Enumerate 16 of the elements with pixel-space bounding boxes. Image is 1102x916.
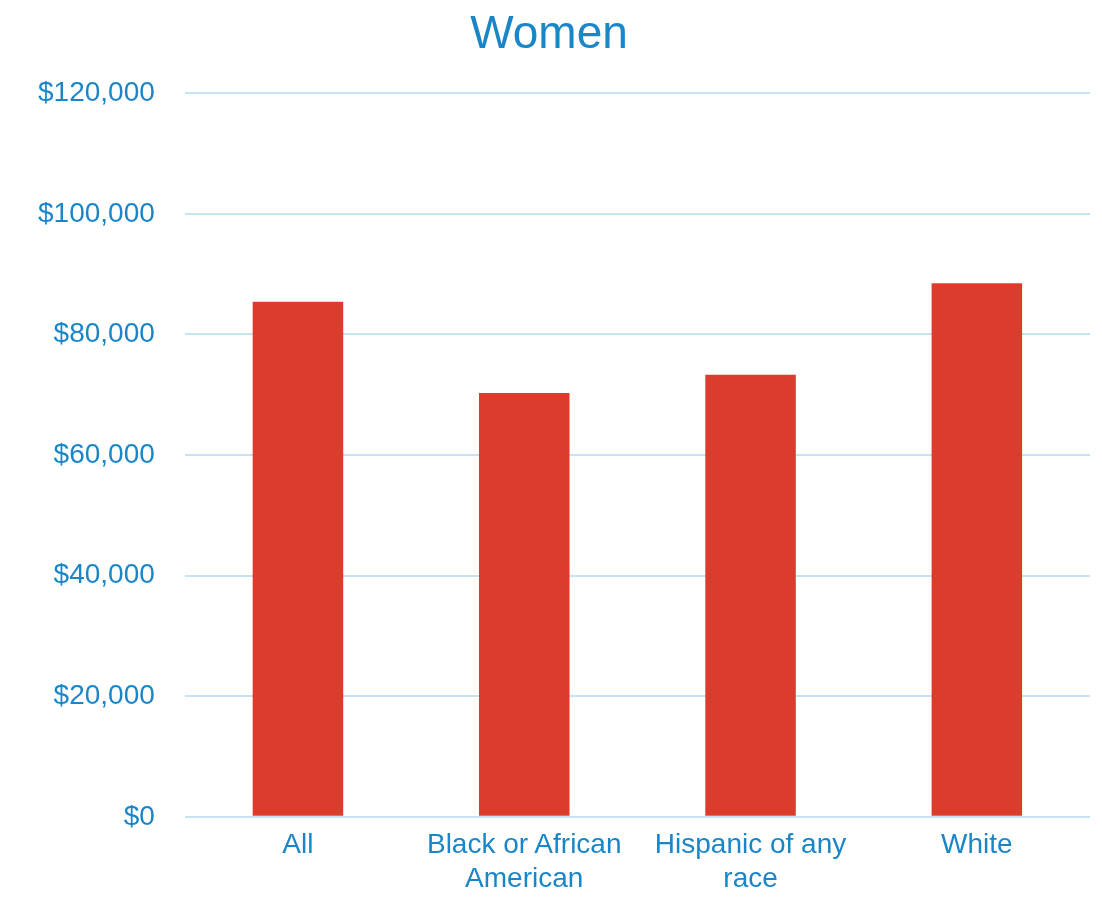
y-tick-label: $20,000 bbox=[53, 678, 155, 710]
bar bbox=[705, 374, 796, 816]
x-tick-label: Hispanic of any race bbox=[654, 828, 847, 893]
y-tick-label: $40,000 bbox=[53, 558, 155, 590]
y-tick-label: $80,000 bbox=[53, 317, 155, 349]
bar bbox=[252, 301, 344, 816]
y-tick-label: $60,000 bbox=[53, 437, 155, 469]
x-tick-label: Black or African American bbox=[426, 828, 622, 893]
chart-title: Women bbox=[470, 6, 628, 59]
bar bbox=[478, 392, 570, 816]
y-tick-label: $0 bbox=[123, 799, 155, 831]
y-tick-label: $100,000 bbox=[37, 196, 155, 228]
x-tick-label: White bbox=[941, 828, 1013, 860]
x-tick-label: All bbox=[282, 828, 314, 860]
bar bbox=[931, 283, 1023, 816]
y-tick-label: $120,000 bbox=[37, 75, 155, 107]
